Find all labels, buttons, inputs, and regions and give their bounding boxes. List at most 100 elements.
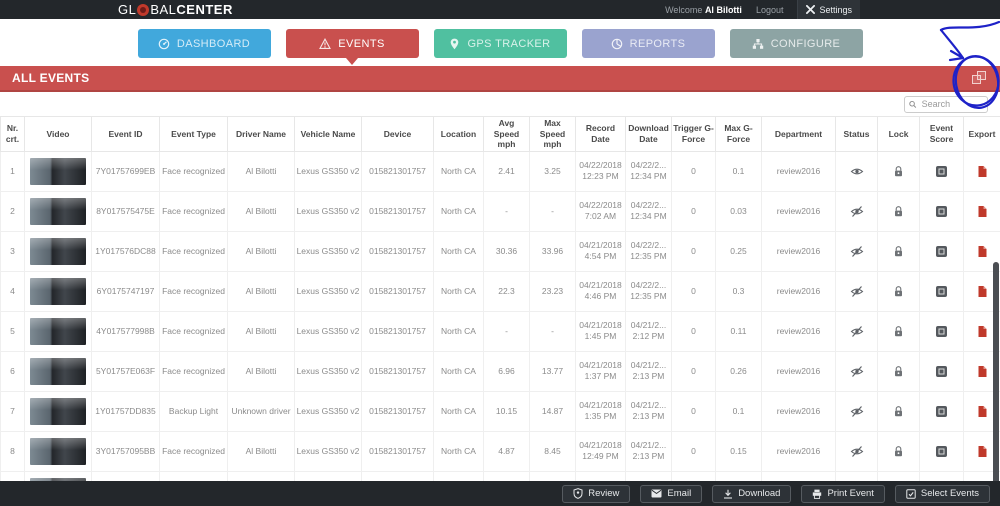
cell-driver-name: Al Bilotti [227,150,295,192]
table-row[interactable]: 6 5Y01757E063F Face recognized Al Bilott… [0,350,1000,392]
cell-event-type: Face recognized [159,190,228,232]
cell-lock[interactable] [877,390,920,432]
cell-department: review2016 [761,310,836,352]
cell-export[interactable] [963,150,1000,192]
top-bar: GL BAL CENTER Welcome Al Bilotti Logout … [0,0,1000,19]
cell-lock[interactable] [877,230,920,272]
tab-configure[interactable]: CONFIGURE [729,29,863,58]
col-driver-name: Driver Name [227,116,295,152]
tools-icon [806,5,816,14]
cell-status[interactable] [835,150,878,192]
cell-max-gforce: 0.03 [715,190,762,232]
search-box[interactable] [904,95,988,113]
table-row[interactable]: 2 8Y017575475E Face recognized Al Bilott… [0,190,1000,232]
cell-trigger-gforce: 0 [671,430,716,472]
cell-event-id: 8Y017575475E [91,190,160,232]
pdf-export-icon [978,365,986,377]
cell-nr: 4 [0,270,25,312]
tab-events[interactable]: EVENTS [285,29,419,65]
video-thumbnail[interactable] [30,197,86,225]
cell-event-score[interactable] [919,230,964,272]
cell-device: 015821301757 [361,350,434,392]
video-thumbnail[interactable] [30,277,86,305]
event-score-icon [936,445,947,457]
col-trigger-gforce: Trigger G-Force [671,116,716,152]
cell-vehicle-name: Lexus GS350 v2 [294,270,362,312]
cell-nr: 1 [0,150,25,192]
top-bar-right: Welcome Al Bilotti Logout Settings [665,0,860,19]
cell-event-score[interactable] [919,150,964,192]
cell-status[interactable] [835,310,878,352]
cell-lock[interactable] [877,310,920,352]
cell-status[interactable] [835,230,878,272]
copy-events-icon[interactable] [972,71,988,85]
cell-record-date: 04/21/2018 4:46 PM [575,270,626,312]
cell-event-score[interactable] [919,390,964,432]
video-thumbnail[interactable] [30,317,86,345]
printer-icon [813,489,822,499]
cell-video [24,390,92,432]
cell-status[interactable] [835,390,878,432]
video-thumbnail[interactable] [30,157,86,185]
cell-avg-speed: - [483,190,530,232]
cell-event-score[interactable] [919,430,964,472]
settings-button[interactable]: Settings [797,0,860,19]
table-row[interactable]: 8 3Y01757095BB Face recognized Al Bilott… [0,430,1000,472]
table-row[interactable]: 1 7Y01757699EB Face recognized Al Bilott… [0,150,1000,192]
cell-location: North CA [433,390,484,432]
cell-status[interactable] [835,270,878,312]
cell-avg-speed: 10.15 [483,390,530,432]
cell-trigger-gforce: 0 [671,190,716,232]
download-button[interactable]: Download [712,484,792,503]
table-row[interactable]: 3 1Y017576DC88 Face recognized Al Bilott… [0,230,1000,272]
cell-event-score[interactable] [919,350,964,392]
cell-export[interactable] [963,190,1000,232]
cell-event-score[interactable] [919,310,964,352]
cell-avg-speed: 6.96 [483,350,530,392]
scrollbar-thumb[interactable] [993,262,999,484]
cell-event-score[interactable] [919,270,964,312]
cell-event-id: 4Y017577998B [91,310,160,352]
email-button[interactable]: Email [640,484,703,503]
col-department: Department [761,116,836,152]
table-row[interactable]: 5 4Y017577998B Face recognized Al Bilott… [0,310,1000,352]
cell-video [24,150,92,192]
print-event-button[interactable]: Print Event [801,484,885,503]
cell-event-id: 3Y01757095BB [91,430,160,472]
video-thumbnail[interactable] [30,437,86,465]
logout-link[interactable]: Logout [755,4,784,15]
video-thumbnail[interactable] [30,357,86,385]
tab-gps-tracker[interactable]: GPS TRACKER [433,29,567,58]
cell-download-date: 04/22/2... 12:34 PM [625,150,672,192]
header-row: Nr. crt. Video Event ID Event Type Drive… [0,116,1000,152]
cell-lock[interactable] [877,150,920,192]
cell-status[interactable] [835,350,878,392]
cell-export[interactable] [963,230,1000,272]
review-button[interactable]: Review [562,484,631,503]
select-events-button[interactable]: Select Events [894,484,990,503]
tab-reports[interactable]: REPORTS [581,29,715,58]
cell-driver-name: Al Bilotti [227,310,295,352]
cell-status[interactable] [835,430,878,472]
cell-lock[interactable] [877,270,920,312]
table-row[interactable]: 4 6Y0175747197 Face recognized Al Bilott… [0,270,1000,312]
cell-video [24,190,92,232]
cell-event-score[interactable] [919,190,964,232]
tab-dashboard[interactable]: DASHBOARD [137,29,271,58]
table-row[interactable]: 7 1Y01757DD835 Backup Light Unknown driv… [0,390,1000,432]
cell-vehicle-name: Lexus GS350 v2 [294,230,362,272]
cell-download-date: 04/21/2... 2:13 PM [625,430,672,472]
video-thumbnail[interactable] [30,397,86,425]
cell-record-date: 04/22/2018 7:02 AM [575,190,626,232]
cell-status[interactable] [835,190,878,232]
video-thumbnail[interactable] [30,237,86,265]
cell-lock[interactable] [877,350,920,392]
cell-lock[interactable] [877,190,920,232]
cell-department: review2016 [761,150,836,192]
cell-video [24,350,92,392]
pdf-export-icon [978,205,986,217]
vertical-scrollbar[interactable] [993,262,999,484]
search-input[interactable] [919,98,983,110]
lock-icon [895,206,902,217]
cell-lock[interactable] [877,430,920,472]
